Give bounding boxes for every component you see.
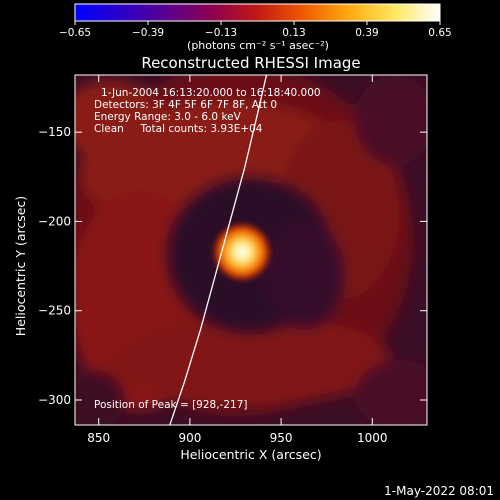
colorbar-tick-label: −0.65 bbox=[59, 27, 91, 39]
diffuse-emission bbox=[75, 75, 427, 425]
y-axis-label: Heliocentric Y (arcsec) bbox=[13, 196, 28, 336]
colorbar-gradient bbox=[74, 3, 441, 22]
colorbar-tick-label: −0.39 bbox=[132, 27, 164, 39]
colorbar-tick-label: 0.13 bbox=[282, 27, 305, 39]
annotation-block: 1-Jun-2004 16:13:20.000 to 16:18:40.000 … bbox=[94, 87, 321, 135]
colorbar-tick-label: 0.65 bbox=[428, 27, 451, 39]
y-tick-label: −250 bbox=[38, 304, 71, 318]
colorbar-tick-label: −0.13 bbox=[205, 27, 237, 39]
peak-position-label: Position of Peak = [928,-217] bbox=[94, 399, 248, 411]
y-axis-ticks: −150 −200 −250 −300 bbox=[38, 125, 427, 407]
annotation-energy-range: Energy Range: 3.0 - 6.0 keV bbox=[94, 111, 242, 123]
colorbar-ticks: −0.65 −0.39 −0.13 0.13 0.39 0.65 bbox=[59, 21, 452, 39]
colorbar-tick-label: 0.39 bbox=[355, 27, 378, 39]
y-tick-label: −150 bbox=[38, 125, 71, 139]
image-area bbox=[75, 75, 427, 425]
solar-limb-curve bbox=[169, 75, 268, 425]
colorbar: −0.65 −0.39 −0.13 0.13 0.39 0.65 (photons cm⁻… bbox=[59, 3, 452, 52]
x-tick-label: 900 bbox=[178, 431, 201, 445]
footer-timestamp: 1-May-2022 08:01 bbox=[384, 484, 494, 498]
x-tick-label: 950 bbox=[270, 431, 293, 445]
source-peak bbox=[212, 222, 272, 282]
plot-frame bbox=[74, 74, 428, 426]
x-tick-label: 850 bbox=[87, 431, 110, 445]
chart-title: Reconstructed RHESSI Image bbox=[141, 54, 360, 72]
annotation-total-counts: Clean Total counts: 3.93E+04 bbox=[94, 123, 263, 135]
x-axis-ticks: 850 900 950 1000 bbox=[87, 75, 388, 445]
x-tick-label: 1000 bbox=[357, 431, 388, 445]
colorbar-unit-label: (photons cm⁻² s⁻¹ asec⁻²) bbox=[187, 39, 329, 52]
annotation-detectors: Detectors: 3F 4F 5F 6F 7F 8F, Att 0 bbox=[94, 99, 277, 111]
annotation-time-range: 1-Jun-2004 16:13:20.000 to 16:18:40.000 bbox=[101, 87, 321, 99]
x-axis-label: Heliocentric X (arcsec) bbox=[180, 447, 321, 462]
y-tick-label: −300 bbox=[38, 393, 71, 407]
y-tick-label: −200 bbox=[38, 214, 71, 228]
